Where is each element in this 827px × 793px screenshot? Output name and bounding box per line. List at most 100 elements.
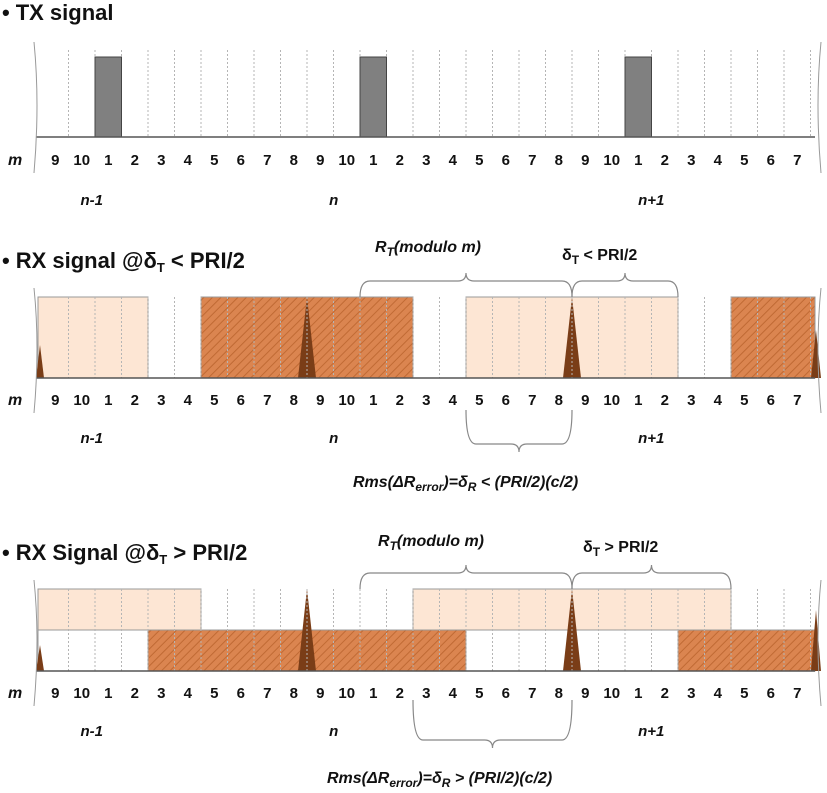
- tick-label: 3: [687, 685, 695, 702]
- tick-label: 4: [449, 685, 458, 702]
- tick-label: 2: [661, 152, 669, 169]
- tick-label: 7: [793, 392, 801, 409]
- rx-lt-section: • RX signal @δT < PRI/2 m 9 10 1 2 3 4 5 6 7 8 9 10 1 2…: [2, 239, 822, 494]
- tx-section: • TX signal m 9 10 1 2 3 4 5 6 7 8 9 10 1 2 3 4 5 6 7 8 9 10 1 2 3…: [2, 0, 822, 209]
- rx-gt-grid: [68, 589, 811, 671]
- rx-gt-title: • RX Signal @δT > PRI/2: [2, 540, 247, 567]
- period-label: n+1: [638, 192, 664, 209]
- brace: [465, 409, 573, 453]
- period-label: n-1: [81, 430, 104, 447]
- tick-label: 10: [603, 685, 620, 702]
- tick-label: 6: [502, 152, 510, 169]
- rx-gt-axis: m 9 10 1 2 3 4 5 6 7 8 9 10 1 2 3 4 5 6 7 8 9 10 1 2 3 4 5 6 7n-1 n n+1: [8, 579, 822, 740]
- tick-label: 8: [555, 392, 563, 409]
- rx-gt-section: • RX Signal @δT > PRI/2 m 9 10 1 2 3 4 5 6 7 8 9 10 1 2…: [2, 533, 822, 790]
- tick-label: 5: [475, 392, 483, 409]
- tick-label: 7: [793, 685, 801, 702]
- tick-label: 1: [634, 152, 642, 169]
- tick-label: 1: [369, 685, 377, 702]
- m-label: m: [8, 685, 22, 702]
- rx-lt-axis: m 9 10 1 2 3 4 5 6 7 8 9 10 1 2 3 4 5 6 7 8 9 10 1 2 3 4 5 6 7n-1 n n+1: [8, 287, 822, 447]
- rx-lt-delta-label: δT < PRI/2: [562, 247, 637, 267]
- tick-label: 4: [714, 152, 723, 169]
- tick-label: 3: [687, 392, 695, 409]
- period-label: n: [329, 723, 338, 740]
- tick-label: 10: [338, 392, 355, 409]
- tick-label: 10: [73, 685, 90, 702]
- rx-gt-rt-label: RT(modulo m): [378, 533, 484, 553]
- tick-label: 5: [740, 392, 748, 409]
- tick-label: 2: [396, 685, 404, 702]
- tick-label: 3: [157, 152, 165, 169]
- tick-label: 6: [502, 685, 510, 702]
- tick-label: 2: [661, 392, 669, 409]
- tick-label: 9: [51, 152, 59, 169]
- tick-label: 3: [157, 685, 165, 702]
- tx-pulse: [624, 56, 652, 138]
- tick-label: 5: [210, 152, 218, 169]
- brace: [359, 272, 573, 298]
- rx-lt-title: • RX signal @δT < PRI/2: [2, 248, 245, 275]
- tick-label: 10: [73, 152, 90, 169]
- tick-label: 5: [210, 685, 218, 702]
- rx-dark-pulse: [730, 296, 816, 379]
- tick-label: 9: [316, 685, 324, 702]
- rx-gt-rms-label: Rms(ΔRerror)=δR > (PRI/2)(c/2): [327, 770, 552, 790]
- tick-label: 4: [184, 392, 193, 409]
- tick-label: 9: [51, 685, 59, 702]
- m-label: m: [8, 152, 22, 169]
- tick-label: 10: [603, 392, 620, 409]
- tick-label: 3: [422, 392, 430, 409]
- tick-label: 7: [528, 152, 536, 169]
- tx-pulses: [94, 56, 652, 138]
- period-label: n+1: [638, 430, 664, 447]
- tick-label: 2: [396, 392, 404, 409]
- tick-label: 8: [555, 685, 563, 702]
- tick-label: 7: [263, 392, 271, 409]
- tick-label: 10: [603, 152, 620, 169]
- tick-label: 3: [687, 152, 695, 169]
- left-edge: [33, 287, 38, 414]
- tick-label: 3: [157, 392, 165, 409]
- tick-label: 10: [73, 392, 90, 409]
- tick-label: 1: [104, 152, 112, 169]
- rx-lt-rms-label: Rms(ΔRerror)=δR < (PRI/2)(c/2): [353, 474, 578, 494]
- brace: [359, 564, 573, 590]
- tick-label: 1: [634, 392, 642, 409]
- tick-label: 6: [767, 152, 775, 169]
- tick-label: 2: [396, 152, 404, 169]
- tick-label: 10: [338, 152, 355, 169]
- tick-label: 4: [714, 392, 723, 409]
- tick-label: 2: [131, 392, 139, 409]
- tick-label: 9: [581, 685, 589, 702]
- tick-label: 6: [502, 392, 510, 409]
- tick-label: 9: [316, 392, 324, 409]
- rx-dark-pulse: [677, 629, 816, 672]
- tick-label: 9: [316, 152, 324, 169]
- brace: [412, 699, 573, 749]
- rx-gt-pulses: [36, 588, 821, 672]
- period-label: n-1: [81, 192, 104, 209]
- tick-label: 5: [475, 152, 483, 169]
- tx-pulse: [94, 56, 122, 138]
- tick-label: 4: [714, 685, 723, 702]
- tick-label: 5: [475, 685, 483, 702]
- rx-light-pulse: [37, 296, 149, 379]
- tick-label: 6: [767, 392, 775, 409]
- tick-label: 7: [263, 152, 271, 169]
- tick-label: 3: [422, 152, 430, 169]
- period-label: n: [329, 192, 338, 209]
- tick-label: 8: [290, 152, 298, 169]
- echo-spike: [36, 645, 44, 671]
- tick-label: 3: [422, 685, 430, 702]
- tick-label: 4: [449, 392, 458, 409]
- tx-title: • TX signal: [2, 0, 114, 25]
- braces: [359, 272, 732, 749]
- tick-label: 9: [581, 392, 589, 409]
- tick-label: 8: [290, 392, 298, 409]
- tick-label: 8: [290, 685, 298, 702]
- period-label: n+1: [638, 723, 664, 740]
- period-label: n-1: [81, 723, 104, 740]
